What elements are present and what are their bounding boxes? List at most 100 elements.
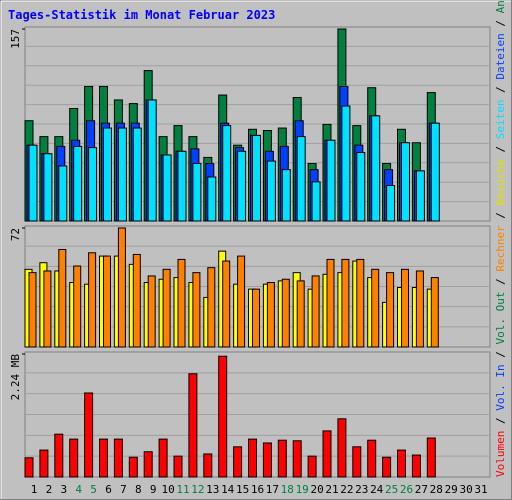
legend-entry: Anfragen xyxy=(494,0,507,13)
bar xyxy=(401,268,409,348)
bar xyxy=(356,258,365,348)
bar xyxy=(99,438,108,478)
bar xyxy=(266,282,275,348)
bar xyxy=(84,392,94,478)
bar xyxy=(218,355,228,478)
bar xyxy=(28,144,38,222)
bar xyxy=(88,252,97,348)
bar xyxy=(248,438,257,478)
bar xyxy=(117,227,126,348)
legend-entry: Seiten xyxy=(494,99,507,139)
bar xyxy=(352,446,362,478)
bar xyxy=(128,456,138,478)
bar xyxy=(28,272,37,348)
legend-separator: / xyxy=(494,411,507,431)
bar xyxy=(411,454,421,478)
legend-separator: / xyxy=(494,345,507,365)
bar xyxy=(292,440,302,478)
legend-entry: Vol. Out xyxy=(494,292,507,345)
legend-separator: / xyxy=(494,80,507,100)
x-tick-label: 15 xyxy=(236,483,249,496)
bar xyxy=(103,127,112,222)
x-tick-label: 11 xyxy=(176,483,189,496)
x-tick-label: 5 xyxy=(90,483,97,496)
bar xyxy=(43,153,53,222)
bar xyxy=(147,99,157,222)
bar xyxy=(401,142,410,222)
x-tick-label: 20 xyxy=(310,483,323,496)
x-tick-label: 3 xyxy=(60,483,67,496)
bar xyxy=(103,255,111,348)
x-tick-label: 31 xyxy=(474,483,487,496)
bar xyxy=(132,253,141,348)
bar xyxy=(222,125,232,222)
bar xyxy=(222,260,231,348)
bar xyxy=(326,258,335,348)
legend-separator: / xyxy=(494,139,507,159)
bar xyxy=(24,457,34,478)
x-tick-label: 21 xyxy=(325,483,338,496)
bar xyxy=(117,127,127,222)
bar xyxy=(54,433,64,478)
legend-entry: Dateien xyxy=(494,33,507,79)
bar xyxy=(43,270,52,348)
bar xyxy=(415,270,424,348)
legend: Volumen / Vol. In / Vol. Out / Rechner /… xyxy=(494,0,507,477)
y-tick-label: 72 xyxy=(9,228,22,241)
bar xyxy=(277,439,287,478)
bar xyxy=(281,278,290,348)
bar xyxy=(337,418,347,478)
bar xyxy=(296,136,306,222)
legend-entry: Volumen xyxy=(494,431,507,477)
x-tick-label: 9 xyxy=(150,483,157,496)
bar xyxy=(322,430,332,478)
bar xyxy=(132,127,142,222)
x-tick-label: 2 xyxy=(46,483,53,496)
bar xyxy=(188,373,198,478)
x-tick-label: 1 xyxy=(31,483,38,496)
x-tick-label: 14 xyxy=(221,483,235,496)
bar xyxy=(371,115,381,222)
legend-entry: Rechner xyxy=(494,225,507,272)
x-tick-label: 7 xyxy=(120,483,127,496)
bar xyxy=(147,275,156,348)
bar xyxy=(386,185,396,222)
bar xyxy=(415,170,425,222)
bar xyxy=(143,451,153,478)
bar xyxy=(252,134,261,222)
bar xyxy=(266,160,276,222)
bar xyxy=(430,277,439,348)
bar xyxy=(326,139,336,222)
bar xyxy=(426,437,436,478)
x-tick-label: 23 xyxy=(355,483,368,496)
x-tick-label: 17 xyxy=(266,483,279,496)
x-tick-label: 10 xyxy=(161,483,174,496)
bar xyxy=(252,288,260,348)
bar xyxy=(58,248,67,348)
bar xyxy=(237,255,246,348)
x-tick-label: 19 xyxy=(296,483,309,496)
bar xyxy=(207,176,217,222)
legend-entry: Besuche xyxy=(494,159,507,205)
bar xyxy=(356,152,366,222)
chart-title: Tages-Statistik im Monat Februar 2023 xyxy=(8,8,275,22)
x-tick-label: 4 xyxy=(75,483,82,496)
x-tick-label: 18 xyxy=(281,483,294,496)
bar xyxy=(73,265,82,348)
bar xyxy=(69,438,79,478)
legend-separator: / xyxy=(494,13,507,33)
bar xyxy=(88,147,98,222)
legend-entry: Vol. In xyxy=(494,364,507,410)
bar xyxy=(177,150,187,222)
x-tick-label: 27 xyxy=(415,483,428,496)
legend-separator: / xyxy=(494,205,507,225)
x-tick-label: 29 xyxy=(445,483,458,496)
bar xyxy=(58,165,68,222)
bar xyxy=(192,163,202,222)
bar xyxy=(233,446,243,478)
x-tick-label: 16 xyxy=(251,483,264,496)
x-tick-label: 26 xyxy=(400,483,413,496)
bar xyxy=(192,272,201,348)
bar xyxy=(311,181,321,222)
